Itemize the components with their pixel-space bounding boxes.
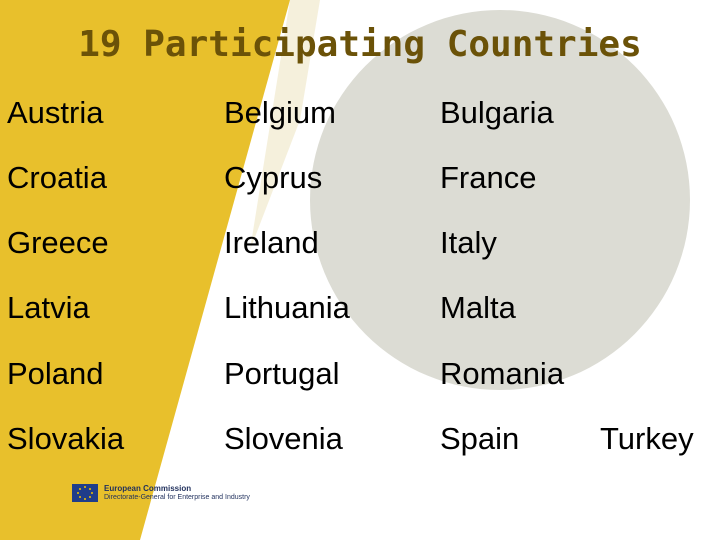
yellow-triangle-shadow: [250, 0, 320, 250]
country-cyprus: Cyprus: [224, 160, 323, 195]
slide-title: 19 Participating Countries: [78, 24, 642, 65]
logo-line-2: Directorate-General for Enterprise and I…: [104, 494, 250, 501]
yellow-triangle-decoration: [0, 0, 290, 540]
country-austria: Austria: [7, 95, 104, 130]
gray-circle-decoration: [310, 10, 690, 390]
country-slovenia: Slovenia: [224, 421, 343, 456]
eu-flag-icon: [72, 484, 98, 502]
logo-line-1: European Commission: [104, 484, 192, 493]
european-commission-logo: European Commission Directorate-General …: [72, 483, 250, 503]
country-romania: Romania: [440, 356, 565, 391]
country-slovakia: Slovakia: [7, 421, 125, 456]
country-lithuania: Lithuania: [224, 290, 350, 325]
country-spain: Spain: [440, 421, 520, 456]
country-poland: Poland: [7, 356, 104, 391]
country-turkey: Turkey: [600, 421, 694, 456]
country-greece: Greece: [7, 225, 109, 260]
country-latvia: Latvia: [7, 290, 90, 325]
country-bulgaria: Bulgaria: [440, 95, 554, 130]
country-ireland: Ireland: [224, 225, 319, 260]
country-croatia: Croatia: [7, 160, 107, 195]
country-belgium: Belgium: [224, 95, 336, 130]
country-italy: Italy: [440, 225, 497, 260]
country-malta: Malta: [440, 290, 516, 325]
country-portugal: Portugal: [224, 356, 340, 391]
country-france: France: [440, 160, 537, 195]
